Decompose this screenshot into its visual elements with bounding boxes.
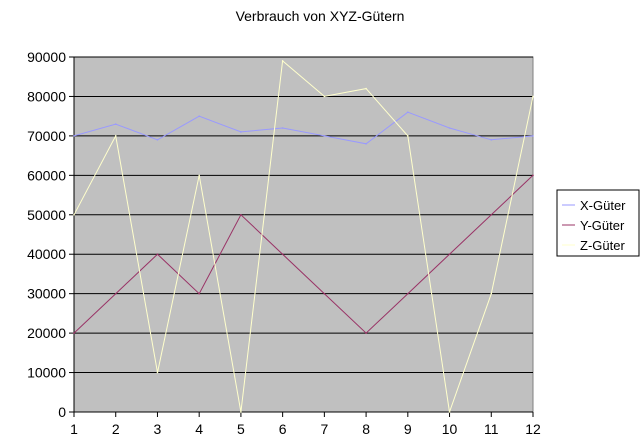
legend-label-2: Y-Güter <box>580 218 625 233</box>
series-1-point <box>156 139 159 141</box>
series-1-point <box>281 127 284 129</box>
series-1-point <box>198 115 200 117</box>
series-2-point <box>240 213 242 216</box>
y-tick-label: 60000 <box>27 167 66 183</box>
x-tick-label: 3 <box>154 421 162 437</box>
x-tick-label: 6 <box>279 421 287 437</box>
series-3-point <box>156 371 159 374</box>
series-2-point <box>198 292 200 295</box>
series-3-point <box>490 292 493 295</box>
series-1-point <box>240 131 242 133</box>
y-tick-label: 20000 <box>27 325 66 341</box>
x-tick-label: 1 <box>70 421 78 437</box>
series-1-point <box>114 123 117 125</box>
plot-area <box>73 56 534 413</box>
series-1-line <box>73 111 534 145</box>
x-tick-label: 12 <box>525 421 541 437</box>
series-1-point <box>490 139 493 141</box>
legend-label-1: X-Güter <box>580 198 626 213</box>
y-tick-label: 90000 <box>27 49 66 65</box>
series-2-point <box>407 292 409 295</box>
series-1-point <box>407 111 409 114</box>
x-tick-label: 2 <box>112 421 120 437</box>
legend-label-3: Z-Güter <box>580 238 625 253</box>
series-3-point <box>240 411 242 413</box>
series-3-point <box>532 95 534 98</box>
series-2-point <box>73 332 75 334</box>
y-tick-label: 10000 <box>27 365 66 381</box>
x-tick-label: 9 <box>404 421 412 437</box>
series-3-point <box>281 60 284 62</box>
series-2-point <box>156 253 159 256</box>
series-2-line <box>73 174 534 334</box>
series-lines <box>73 59 534 413</box>
series-3-point <box>73 213 75 216</box>
x-tick-label: 4 <box>195 421 203 437</box>
series-2-point <box>532 174 534 177</box>
series-3-point <box>407 135 409 137</box>
series-3-point <box>448 411 451 413</box>
series-3-point <box>365 87 367 90</box>
series-2-point <box>448 253 451 256</box>
chart-title: Verbrauch von XYZ-Gütern <box>236 8 405 24</box>
axes: 0 10000 20000 30000 40000 50000 60000 70000 8000… <box>27 49 541 437</box>
series-1-point <box>448 127 451 129</box>
series-3-point <box>323 95 326 98</box>
series-2-point <box>323 292 326 295</box>
y-tick-label: 50000 <box>27 207 66 223</box>
series-1-point <box>365 142 367 145</box>
series-2-point <box>365 332 367 334</box>
x-tick-label: 11 <box>484 421 499 437</box>
series-1-point <box>532 135 534 137</box>
legend: X-Güter Y-Güter Z-Güter <box>556 189 640 257</box>
series-2-point <box>490 213 493 216</box>
series-3-point <box>114 135 117 137</box>
series-2-point <box>281 253 284 256</box>
x-tick-label: 10 <box>442 421 458 437</box>
series-3-line <box>73 59 534 413</box>
x-tick-label: 8 <box>362 421 370 437</box>
x-tick-label: 5 <box>237 421 245 437</box>
series-3-point <box>198 174 200 177</box>
y-tick-label: 40000 <box>27 246 66 262</box>
series-1-point <box>73 135 75 137</box>
y-tick-label: 70000 <box>27 128 66 144</box>
series-2-point <box>114 292 117 295</box>
x-tick-label: 7 <box>320 421 328 437</box>
y-tick-label: 80000 <box>27 88 66 104</box>
y-tick-label: 30000 <box>27 286 66 302</box>
series-1-point <box>323 135 326 137</box>
y-tick-label: 0 <box>58 404 66 420</box>
